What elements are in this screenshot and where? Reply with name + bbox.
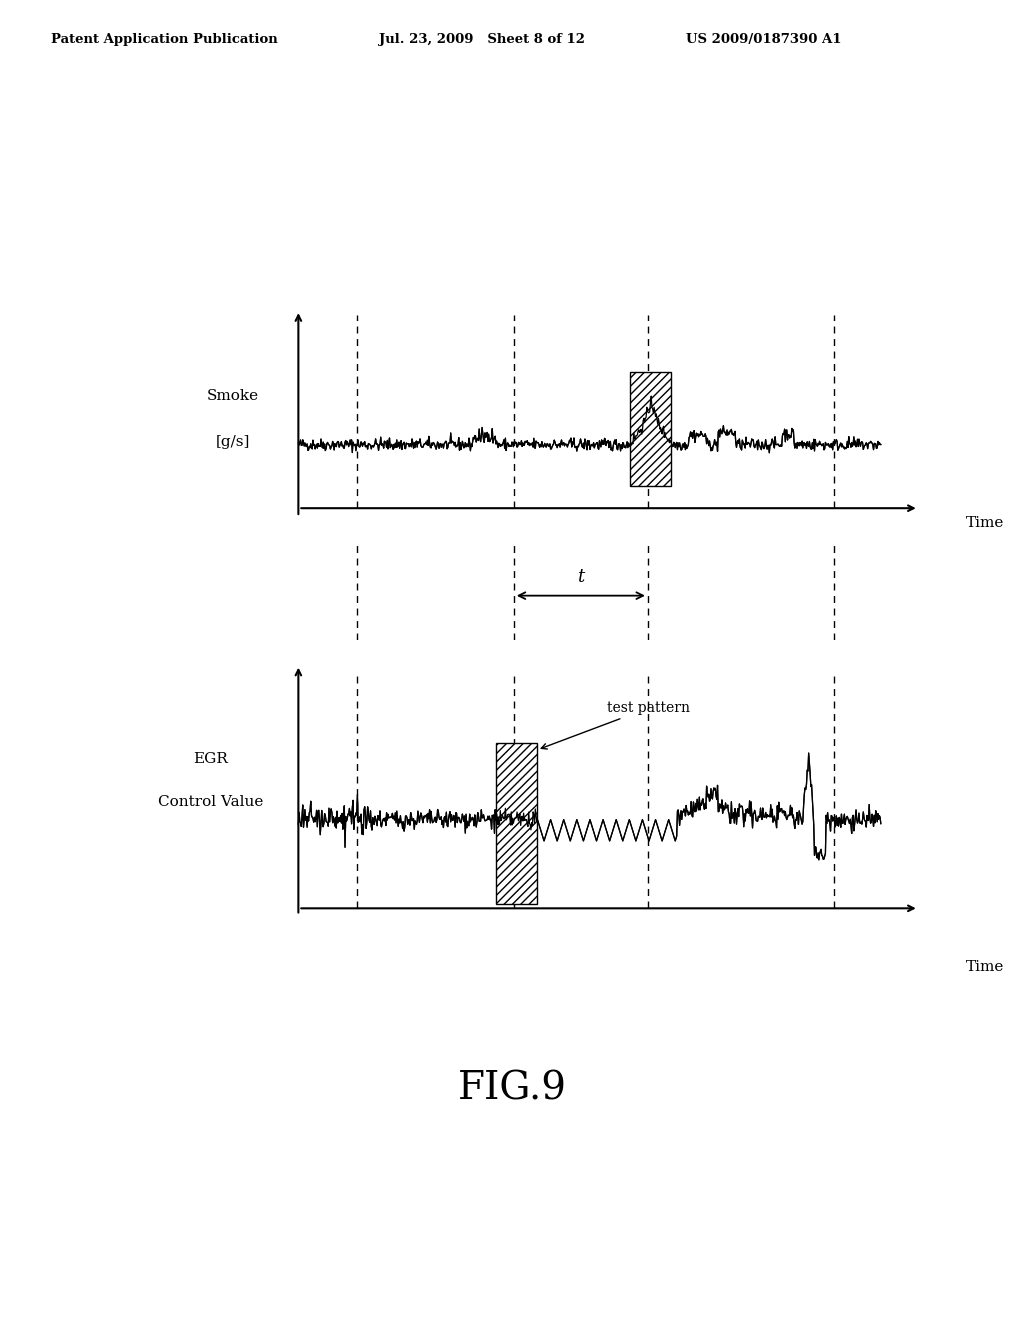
Text: Time: Time	[966, 960, 1005, 974]
Text: Patent Application Publication: Patent Application Publication	[51, 33, 278, 46]
Text: FIG.9: FIG.9	[458, 1071, 566, 1107]
Text: Control Value: Control Value	[158, 795, 263, 809]
Text: US 2009/0187390 A1: US 2009/0187390 A1	[686, 33, 842, 46]
Text: Time: Time	[966, 516, 1005, 531]
Text: t: t	[578, 568, 585, 586]
Text: Smoke: Smoke	[207, 389, 259, 403]
Text: Jul. 23, 2009   Sheet 8 of 12: Jul. 23, 2009 Sheet 8 of 12	[379, 33, 585, 46]
Text: EGR: EGR	[194, 752, 228, 767]
Text: [g/s]: [g/s]	[216, 436, 250, 449]
Text: test pattern: test pattern	[542, 701, 690, 748]
Bar	[497, 743, 538, 904]
Bar	[631, 372, 671, 486]
